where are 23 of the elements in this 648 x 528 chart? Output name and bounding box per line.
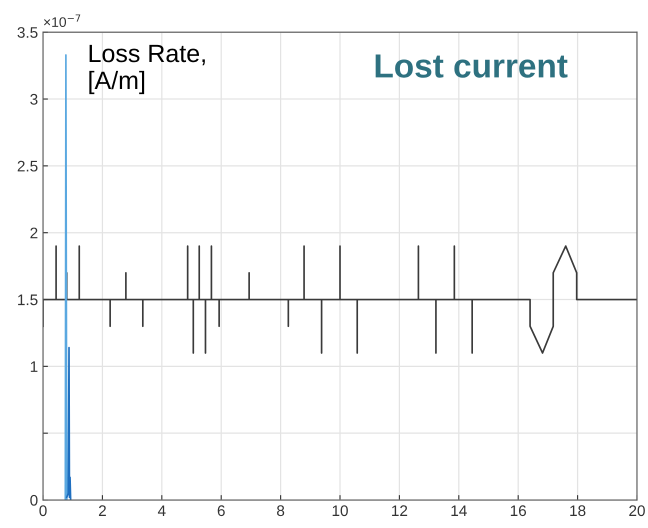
y-tick-label: 2 bbox=[30, 228, 38, 238]
y-tick-label: 1 bbox=[30, 361, 38, 372]
x-tick-label: 16 bbox=[510, 505, 526, 516]
x-tick-label: 20 bbox=[629, 505, 645, 516]
x-tick-label: 18 bbox=[570, 505, 586, 516]
x-tick-label: 8 bbox=[277, 505, 284, 516]
y-tick-label: 2.5 bbox=[18, 160, 38, 172]
line-series bbox=[66, 346, 72, 500]
line-series bbox=[43, 245, 637, 354]
text: Lost current bbox=[376, 54, 568, 78]
x-tick-label: 12 bbox=[392, 505, 408, 516]
y-tick-label: 0 bbox=[30, 494, 38, 506]
y-tick-label: 1.5 bbox=[18, 294, 38, 306]
y-axis-title: Loss Rate, [A/m] bbox=[89, 44, 205, 94]
text: ×10$^{−7}$ bbox=[44, 14, 80, 28]
y-tick-label: 3 bbox=[30, 94, 38, 105]
x-tick-label: 10 bbox=[332, 505, 348, 516]
x-tick-label: 4 bbox=[158, 505, 166, 516]
x-tick-label: 6 bbox=[218, 505, 225, 516]
y-tick-label: 3.5 bbox=[18, 27, 38, 38]
x-tick-label: 2 bbox=[98, 505, 106, 516]
x-tick-label: 0 bbox=[39, 505, 47, 516]
x-tick-label: 14 bbox=[451, 505, 467, 516]
